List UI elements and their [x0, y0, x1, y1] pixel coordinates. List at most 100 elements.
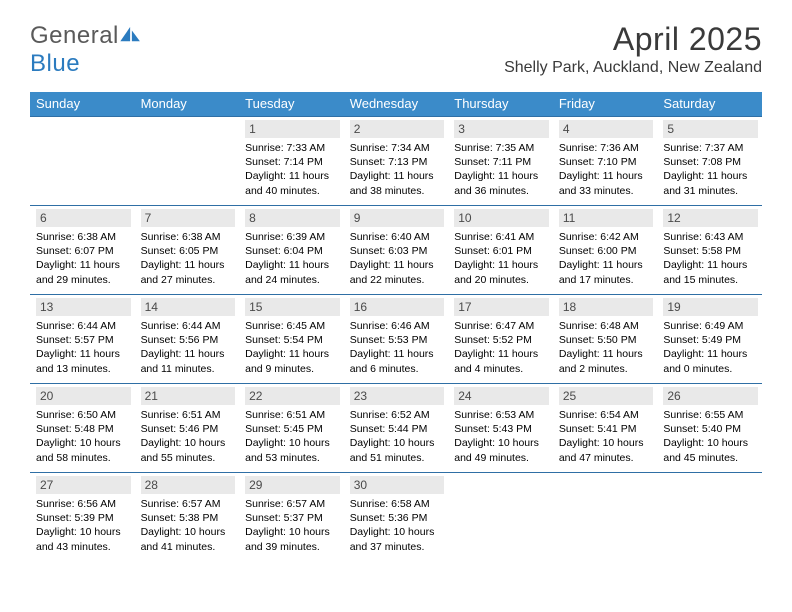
calendar-cell: 2Sunrise: 7:34 AMSunset: 7:13 PMDaylight…: [344, 117, 449, 206]
sunset-text: Sunset: 5:43 PM: [454, 422, 549, 436]
calendar-week-row: 27Sunrise: 6:56 AMSunset: 5:39 PMDayligh…: [30, 473, 762, 562]
calendar-cell: 17 Sunrise: 6:47 AMSunset: 5:52 PMDayligh…: [448, 295, 553, 384]
sunrise-text: Sunrise: 6:57 AM: [141, 497, 236, 511]
daylight-text: Daylight: 11 hours and 38 minutes.: [350, 169, 445, 197]
sunset-text: Sunset: 7:10 PM: [559, 155, 654, 169]
day-cell: 14Sunrise: 6:44 AMSunset: 5:56 PMDayligh…: [135, 295, 240, 380]
day-number: 30: [350, 476, 445, 494]
day-number: 27: [36, 476, 131, 494]
calendar-cell: 20Sunrise: 6:50 AMSunset: 5:48 PMDayligh…: [30, 384, 135, 473]
day-cell: 6Sunrise: 6:38 AMSunset: 6:07 PMDaylight…: [30, 206, 135, 291]
sunset-text: Sunset: 5:36 PM: [350, 511, 445, 525]
sunset-text: Sunset: 5:45 PM: [245, 422, 340, 436]
day-info: Sunrise: 6:39 AMSunset: 6:04 PMDaylight:…: [245, 230, 340, 287]
day-number: 8: [245, 209, 340, 227]
day-info: Sunrise: 6:47 AMSunset: 5:52 PMDaylight:…: [454, 319, 549, 376]
sunset-text: Sunset: 5:41 PM: [559, 422, 654, 436]
sunset-text: Sunset: 5:56 PM: [141, 333, 236, 347]
header: General Blue April 2025 Shelly Park, Auc…: [30, 22, 762, 78]
sunset-text: Sunset: 5:53 PM: [350, 333, 445, 347]
day-info: Sunrise: 7:34 AMSunset: 7:13 PMDaylight:…: [350, 141, 445, 198]
sunrise-text: Sunrise: 6:56 AM: [36, 497, 131, 511]
sunrise-text: Sunrise: 7:33 AM: [245, 141, 340, 155]
day-number: 4: [559, 120, 654, 138]
sunrise-text: Sunrise: 6:44 AM: [36, 319, 131, 333]
day-info: Sunrise: 7:35 AMSunset: 7:11 PMDaylight:…: [454, 141, 549, 198]
day-cell: 3 Sunrise: 7:35 AMSunset: 7:11 PMDaylight…: [448, 117, 553, 202]
logo-part1: General: [30, 22, 119, 49]
day-cell: 19Sunrise: 6:49 AMSunset: 5:49 PMDayligh…: [657, 295, 762, 380]
calendar-cell: 11Sunrise: 6:42 AMSunset: 6:00 PMDayligh…: [553, 206, 658, 295]
sunrise-text: Sunrise: 6:45 AM: [245, 319, 340, 333]
day-info: Sunrise: 6:51 AMSunset: 5:46 PMDaylight:…: [141, 408, 236, 465]
day-number: 28: [141, 476, 236, 494]
calendar-cell: 16Sunrise: 6:46 AMSunset: 5:53 PMDayligh…: [344, 295, 449, 384]
sunset-text: Sunset: 6:01 PM: [454, 244, 549, 258]
day-number: 29: [245, 476, 340, 494]
sunrise-text: Sunrise: 6:44 AM: [141, 319, 236, 333]
sunrise-text: Sunrise: 6:48 AM: [559, 319, 654, 333]
day-number: 26: [663, 387, 758, 405]
calendar-body: 1Sunrise: 7:33 AMSunset: 7:14 PMDaylight…: [30, 117, 762, 562]
sunset-text: Sunset: 5:40 PM: [663, 422, 758, 436]
calendar-cell: 4Sunrise: 7:36 AMSunset: 7:10 PMDaylight…: [553, 117, 658, 206]
sunrise-text: Sunrise: 7:37 AM: [663, 141, 758, 155]
calendar-cell: 22Sunrise: 6:51 AMSunset: 5:45 PMDayligh…: [239, 384, 344, 473]
sunset-text: Sunset: 5:58 PM: [663, 244, 758, 258]
logo: General Blue: [30, 22, 142, 78]
day-info: Sunrise: 6:40 AMSunset: 6:03 PMDaylight:…: [350, 230, 445, 287]
sunrise-text: Sunrise: 6:54 AM: [559, 408, 654, 422]
day-info: Sunrise: 6:38 AMSunset: 6:05 PMDaylight:…: [141, 230, 236, 287]
calendar-cell: 27Sunrise: 6:56 AMSunset: 5:39 PMDayligh…: [30, 473, 135, 562]
day-number: 17: [454, 298, 549, 316]
daylight-text: Daylight: 10 hours and 55 minutes.: [141, 436, 236, 464]
daylight-text: Daylight: 11 hours and 22 minutes.: [350, 258, 445, 286]
sunset-text: Sunset: 5:37 PM: [245, 511, 340, 525]
day-cell: 22Sunrise: 6:51 AMSunset: 5:45 PMDayligh…: [239, 384, 344, 469]
sail-icon: [120, 27, 142, 43]
daylight-text: Daylight: 11 hours and 6 minutes.: [350, 347, 445, 375]
day-number: 21: [141, 387, 236, 405]
weekday-header: Wednesday: [344, 92, 449, 117]
calendar-head: Sunday Monday Tuesday Wednesday Thursday…: [30, 92, 762, 117]
day-number: 13: [36, 298, 131, 316]
logo-text: General Blue: [30, 22, 142, 78]
sunset-text: Sunset: 5:48 PM: [36, 422, 131, 436]
title-block: April 2025 Shelly Park, Auckland, New Ze…: [504, 22, 762, 77]
daylight-text: Daylight: 11 hours and 15 minutes.: [663, 258, 758, 286]
daylight-text: Daylight: 11 hours and 40 minutes.: [245, 169, 340, 197]
calendar-cell: 14Sunrise: 6:44 AMSunset: 5:56 PMDayligh…: [135, 295, 240, 384]
sunrise-text: Sunrise: 6:46 AM: [350, 319, 445, 333]
day-number: 3: [454, 120, 549, 138]
day-cell: 27Sunrise: 6:56 AMSunset: 5:39 PMDayligh…: [30, 473, 135, 558]
day-cell: 12Sunrise: 6:43 AMSunset: 5:58 PMDayligh…: [657, 206, 762, 291]
daylight-text: Daylight: 10 hours and 51 minutes.: [350, 436, 445, 464]
sunset-text: Sunset: 7:08 PM: [663, 155, 758, 169]
calendar-cell: 6Sunrise: 6:38 AMSunset: 6:07 PMDaylight…: [30, 206, 135, 295]
day-number: 9: [350, 209, 445, 227]
sunrise-text: Sunrise: 7:35 AM: [454, 141, 549, 155]
sunrise-text: Sunrise: 6:40 AM: [350, 230, 445, 244]
day-cell: 30Sunrise: 6:58 AMSunset: 5:36 PMDayligh…: [344, 473, 449, 558]
daylight-text: Daylight: 11 hours and 24 minutes.: [245, 258, 340, 286]
calendar-cell: 24Sunrise: 6:53 AMSunset: 5:43 PMDayligh…: [448, 384, 553, 473]
daylight-text: Daylight: 11 hours and 13 minutes.: [36, 347, 131, 375]
day-number: 11: [559, 209, 654, 227]
calendar-cell: 8 Sunrise: 6:39 AMSunset: 6:04 PMDaylight…: [239, 206, 344, 295]
calendar-cell: 5Sunrise: 7:37 AMSunset: 7:08 PMDaylight…: [657, 117, 762, 206]
day-number: 12: [663, 209, 758, 227]
day-cell: 15Sunrise: 6:45 AMSunset: 5:54 PMDayligh…: [239, 295, 344, 380]
day-cell: 10Sunrise: 6:41 AMSunset: 6:01 PMDayligh…: [448, 206, 553, 291]
calendar-cell: 19Sunrise: 6:49 AMSunset: 5:49 PMDayligh…: [657, 295, 762, 384]
calendar-cell: [448, 473, 553, 562]
sunrise-text: Sunrise: 6:38 AM: [36, 230, 131, 244]
sunrise-text: Sunrise: 6:50 AM: [36, 408, 131, 422]
day-number: 25: [559, 387, 654, 405]
weekday-row: Sunday Monday Tuesday Wednesday Thursday…: [30, 92, 762, 117]
calendar-table: Sunday Monday Tuesday Wednesday Thursday…: [30, 92, 762, 561]
sunrise-text: Sunrise: 6:47 AM: [454, 319, 549, 333]
weekday-header: Saturday: [657, 92, 762, 117]
day-number: 7: [141, 209, 236, 227]
sunrise-text: Sunrise: 7:36 AM: [559, 141, 654, 155]
day-info: Sunrise: 6:38 AMSunset: 6:07 PMDaylight:…: [36, 230, 131, 287]
